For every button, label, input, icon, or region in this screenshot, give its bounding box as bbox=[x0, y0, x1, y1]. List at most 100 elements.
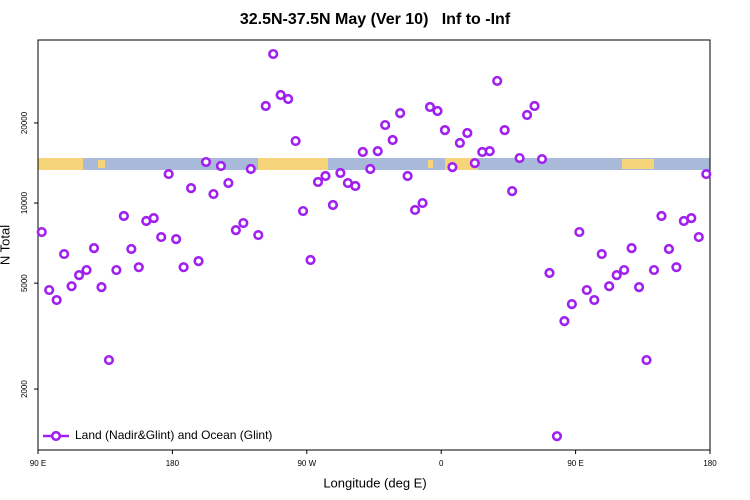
data-point bbox=[663, 243, 675, 255]
data-point bbox=[133, 262, 144, 273]
y-axis-label: N Total bbox=[0, 225, 12, 265]
data-point bbox=[36, 226, 47, 238]
x-tick-label: 90 E bbox=[30, 459, 46, 468]
data-point bbox=[439, 125, 451, 136]
land-band bbox=[258, 158, 328, 170]
data-point bbox=[215, 160, 227, 172]
data-point bbox=[171, 233, 182, 245]
y-tick-label: 10000 bbox=[20, 191, 29, 214]
data-point bbox=[200, 156, 212, 168]
data-point bbox=[357, 146, 368, 158]
data-point bbox=[126, 243, 137, 255]
data-point bbox=[275, 89, 286, 101]
data-point bbox=[148, 212, 159, 224]
data-point bbox=[320, 170, 331, 182]
data-point bbox=[185, 183, 197, 194]
data-point bbox=[260, 100, 271, 112]
data-point bbox=[507, 185, 518, 197]
data-point bbox=[686, 212, 697, 224]
data-point bbox=[447, 161, 458, 173]
data-point bbox=[283, 93, 294, 105]
data-point bbox=[372, 146, 383, 157]
data-point bbox=[409, 204, 421, 216]
data-point bbox=[633, 282, 645, 293]
data-point bbox=[387, 134, 398, 146]
data-point bbox=[118, 210, 129, 222]
legend-label: Land (Nadir&Glint) and Ocean (Glint) bbox=[75, 428, 272, 442]
data-point bbox=[290, 135, 301, 147]
data-point bbox=[51, 294, 62, 306]
data-point bbox=[424, 101, 436, 113]
chart-title: 32.5N-37.5N May (Ver 10) Inf to -Inf bbox=[240, 11, 511, 28]
y-tick-label: 2000 bbox=[20, 380, 29, 398]
data-point bbox=[44, 284, 55, 296]
data-point bbox=[253, 229, 264, 241]
data-point bbox=[312, 176, 324, 188]
data-point bbox=[380, 119, 391, 131]
data-point bbox=[230, 225, 241, 236]
data-point bbox=[619, 264, 630, 276]
data-point bbox=[365, 163, 376, 175]
x-tick-label: 90 W bbox=[297, 459, 316, 468]
x-tick-label: 180 bbox=[703, 459, 717, 468]
data-point bbox=[648, 264, 660, 276]
data-point bbox=[626, 243, 637, 254]
data-point bbox=[641, 354, 652, 366]
data-point bbox=[193, 256, 204, 267]
data-point bbox=[59, 248, 70, 260]
data-point bbox=[350, 180, 361, 192]
x-tick-label: 90 E bbox=[567, 459, 583, 468]
data-point bbox=[163, 168, 174, 180]
data-point bbox=[66, 281, 77, 292]
data-point bbox=[245, 163, 256, 175]
data-point bbox=[238, 217, 249, 229]
data-point bbox=[574, 226, 585, 238]
data-point bbox=[544, 267, 555, 279]
data-point bbox=[178, 262, 189, 273]
data-point bbox=[223, 177, 234, 189]
data-point bbox=[417, 197, 428, 209]
data-point bbox=[581, 284, 592, 296]
data-point bbox=[693, 231, 704, 243]
x-tick-label: 180 bbox=[166, 459, 180, 468]
data-point bbox=[111, 264, 122, 276]
land-band bbox=[98, 160, 105, 168]
data-point bbox=[462, 127, 473, 139]
data-point bbox=[536, 153, 548, 165]
data-point bbox=[671, 262, 682, 273]
data-point bbox=[432, 105, 443, 117]
land-band bbox=[622, 159, 654, 169]
data-point bbox=[327, 199, 339, 211]
data-point bbox=[596, 248, 607, 260]
data-point bbox=[701, 168, 712, 180]
data-point bbox=[611, 270, 622, 281]
data-point bbox=[454, 137, 465, 149]
data-point bbox=[492, 75, 503, 87]
data-point bbox=[604, 281, 615, 292]
x-tick-label: 0 bbox=[439, 459, 444, 468]
data-point bbox=[656, 210, 667, 222]
data-point bbox=[589, 294, 600, 306]
data-point bbox=[402, 170, 413, 182]
data-point bbox=[208, 188, 219, 200]
x-axis-label: Longitude (deg E) bbox=[323, 475, 426, 490]
data-point bbox=[484, 146, 495, 157]
data-point bbox=[305, 254, 316, 266]
data-point bbox=[529, 100, 540, 112]
data-point bbox=[521, 109, 533, 121]
data-point bbox=[559, 316, 570, 327]
data-point bbox=[297, 205, 309, 217]
data-point bbox=[73, 270, 85, 281]
data-point bbox=[103, 354, 115, 366]
land-band bbox=[428, 160, 433, 168]
data-point bbox=[96, 282, 107, 293]
y-tick-label: 20000 bbox=[20, 111, 29, 134]
data-point bbox=[514, 152, 525, 164]
data-point bbox=[499, 125, 510, 136]
data-point bbox=[551, 431, 563, 442]
plot-frame bbox=[37, 39, 711, 451]
data-point bbox=[81, 264, 92, 276]
legend-marker bbox=[50, 430, 62, 442]
data-point bbox=[469, 157, 480, 169]
